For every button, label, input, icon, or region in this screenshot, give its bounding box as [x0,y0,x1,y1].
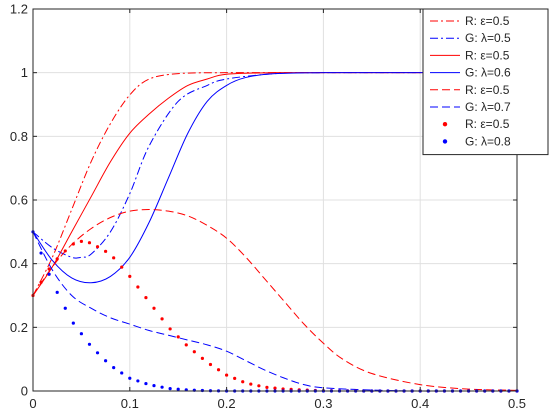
series-8-point [79,332,83,336]
legend-label: G: λ=0.6 [465,66,511,80]
legend: R: ε=0.5 G: λ=0.5 R: ε=0.5 G: λ=0.6 R: ε=0.5… [422,8,549,156]
series-7-point [257,384,261,388]
x-tick-label: 0.5 [508,396,526,411]
series-7-point [95,245,100,249]
series-7-point [120,265,124,269]
legend-entry: R: ε=0.5 [430,48,510,62]
series-1 [32,72,517,296]
series-8-point [55,290,59,294]
legend-marker [442,122,448,127]
y-tick-label: 0.2 [10,320,28,335]
series-8-point [144,381,148,386]
legend-label: R: ε=0.5 [465,83,510,97]
x-tick-label: 0.4 [411,396,429,411]
series-8-point [160,385,164,389]
legend-label: R: ε=0.5 [465,48,510,62]
series-7-point [136,285,140,289]
y-tick-label: 0.8 [10,129,28,144]
legend-label: G: λ=0.8 [465,134,511,148]
series-7-point [200,356,204,360]
series-8-point [168,386,172,391]
series-7-point [216,368,221,372]
series-6-line [32,231,517,392]
series-7-point [39,280,43,284]
series-7-point [225,373,229,377]
series-7-point [63,249,67,253]
series-5-line [32,209,518,391]
series-8-point [47,272,51,276]
series-8-point [39,251,43,255]
series-8-point [176,387,180,391]
series-6 [32,231,517,392]
series-7 [31,239,519,393]
series-7-point [265,385,269,389]
legend-label: R: ε=0.5 [465,117,510,131]
series-7-point [47,267,51,271]
series-7-point [152,306,156,310]
series-8-point [95,351,100,355]
series-7-point [241,380,245,384]
legend-entry: R: ε=0.5 [430,83,510,97]
series-7-point [233,376,237,380]
legend-marker [442,139,448,144]
series-7-point [128,274,132,278]
series-layer [31,72,519,393]
series-8 [31,230,519,393]
series-8-point [63,306,67,310]
legend-entry: G: λ=0.6 [430,66,511,80]
series-7-point [112,256,116,260]
x-tick-label: 0 [29,396,36,411]
series-4 [32,72,517,284]
series-1-line [32,72,517,296]
series-7-point [104,249,108,253]
legend-label: G: λ=0.7 [465,100,511,114]
series-7-point [273,386,277,390]
y-tick-label: 0.6 [10,193,28,208]
tick-labels: 0 0.1 0.2 0.3 0.4 0.5 0 0.2 0.4 0.6 0.8 1 1.2 [10,2,526,412]
legend-label: G: λ=0.5 [465,31,511,45]
series-7-point [192,350,196,354]
series-7-point [176,335,180,339]
series-8-point [152,383,156,388]
series-7-point [55,257,59,261]
series-7-point [168,327,172,331]
y-tick-label: 1.2 [10,2,28,17]
x-tick-label: 0.1 [121,396,139,411]
series-8-point [136,379,140,383]
series-8-point [104,359,108,363]
series-7-point [71,242,75,246]
legend-entry: R: ε=0.5 [442,117,510,131]
series-7-point [144,296,148,300]
y-tick-label: 0 [21,384,28,399]
series-8-point [128,376,132,380]
series-5 [32,209,518,391]
series-7-point [79,239,83,243]
x-tick-label: 0.2 [218,396,236,411]
legend-box [422,8,549,156]
series-7-point [160,317,164,321]
legend-entry: G: λ=0.8 [442,134,511,148]
legend-entry: G: λ=0.5 [430,31,511,45]
series-7-point [184,343,188,347]
series-8-point [112,366,116,370]
series-8-point [87,342,92,346]
y-tick-label: 0.4 [10,256,28,271]
series-4-line [32,72,517,284]
series-7-point [87,241,92,245]
series-8-point [120,371,124,375]
y-tick-label: 1 [21,65,28,80]
legend-entry: G: λ=0.7 [430,100,511,114]
series-8-point [71,321,75,325]
series-7-point [249,382,253,386]
legend-entry: R: ε=0.5 [430,14,510,28]
series-7-point [208,362,213,367]
legend-label: R: ε=0.5 [465,14,510,28]
x-tick-label: 0.3 [314,396,332,411]
